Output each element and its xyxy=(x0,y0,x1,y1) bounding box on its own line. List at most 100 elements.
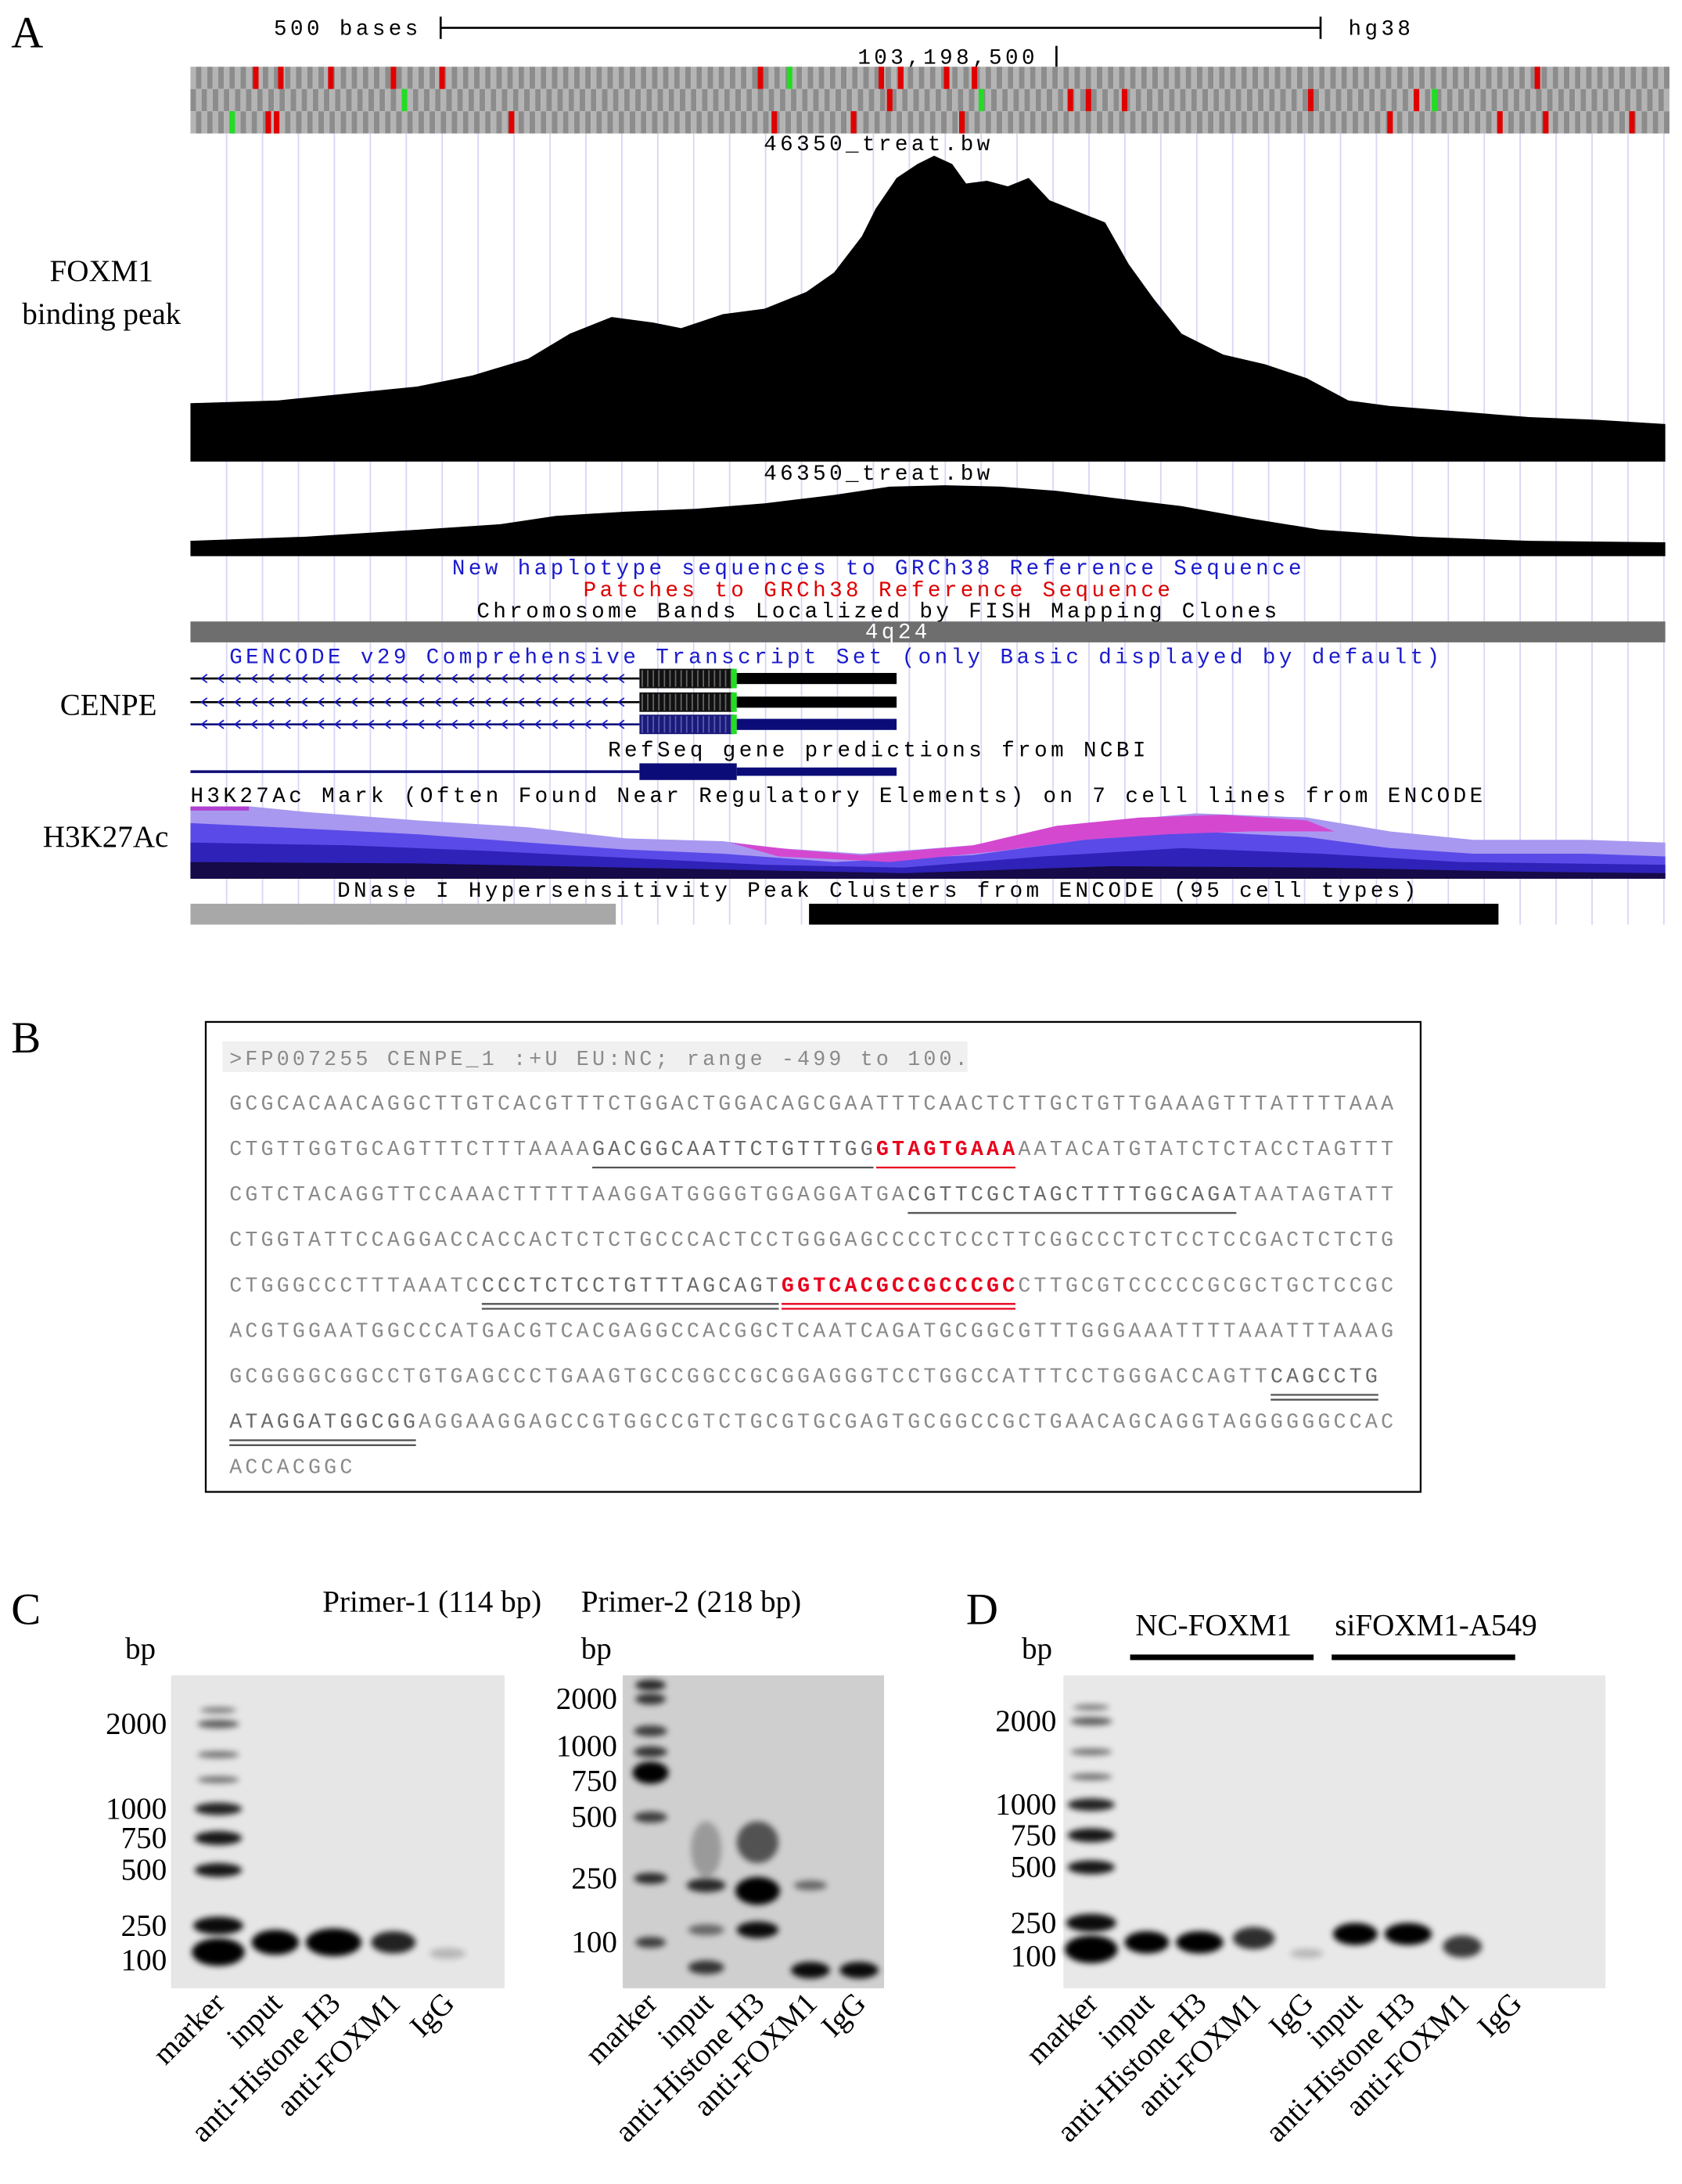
band xyxy=(793,1880,828,1891)
variant xyxy=(1534,67,1540,89)
stripe xyxy=(512,67,519,89)
stripe xyxy=(307,88,313,112)
stripe xyxy=(1541,88,1547,112)
stripe xyxy=(1380,88,1386,112)
stripe xyxy=(1402,111,1408,134)
strand-arrow xyxy=(267,719,275,729)
strand-arrow xyxy=(550,674,559,684)
stripe xyxy=(1274,67,1281,89)
stripe xyxy=(1040,111,1047,134)
sequence-segment: GACGGCAATTCTGTTTGG xyxy=(592,1139,876,1162)
stripe xyxy=(262,88,268,112)
band xyxy=(1070,1748,1112,1756)
stripe xyxy=(974,111,980,134)
stripe xyxy=(985,88,991,112)
strand-arrow xyxy=(584,719,591,729)
stripe xyxy=(351,111,358,134)
stripe xyxy=(746,88,753,112)
stripe xyxy=(1141,88,1147,112)
stripe xyxy=(997,111,1003,134)
stripe xyxy=(1525,111,1531,134)
sequence-line: GCGGGGCGGCCTGTGAGCCCTGAAGTGCCGGCCGCGGAGG… xyxy=(229,1365,1381,1389)
stripe xyxy=(691,88,697,112)
stripe xyxy=(1235,111,1242,134)
strand-arrow xyxy=(451,674,458,684)
stripe xyxy=(1063,111,1069,134)
stripe xyxy=(1491,88,1497,112)
stripe xyxy=(1263,111,1270,134)
stripe xyxy=(435,88,441,112)
stripe xyxy=(473,111,480,134)
stripe xyxy=(1602,67,1608,89)
stripe xyxy=(523,111,530,134)
stripe xyxy=(724,88,730,112)
stripe xyxy=(1263,67,1270,89)
stripe xyxy=(407,111,413,134)
stripe xyxy=(1430,67,1436,89)
stripe xyxy=(418,67,424,89)
stripe xyxy=(385,67,391,89)
band xyxy=(1073,1704,1109,1711)
stripe xyxy=(473,88,480,112)
stripe xyxy=(212,111,218,134)
h3k27ac-signal xyxy=(190,806,1666,879)
stripe xyxy=(1035,67,1041,89)
variant xyxy=(972,67,978,89)
stripe xyxy=(1280,111,1286,134)
strand-arrow xyxy=(383,674,391,684)
stripe xyxy=(1319,67,1325,89)
band xyxy=(305,1928,362,1956)
stripe xyxy=(707,88,713,112)
stripe xyxy=(1419,111,1425,134)
stripe xyxy=(791,88,797,112)
stripe xyxy=(1235,67,1242,89)
stripe xyxy=(201,88,207,112)
band xyxy=(1067,1828,1116,1843)
stripe xyxy=(1319,88,1325,112)
sequence-line: CTGGGCCCTTTAAATCCCCTCTCCTGTTTAGCAGTGGTCA… xyxy=(229,1275,1396,1298)
gel-title: Primer-2 (218 bp) xyxy=(581,1585,801,1618)
stripe xyxy=(1430,111,1436,134)
stripe xyxy=(1346,88,1353,112)
stripe xyxy=(841,67,847,89)
dnase-cluster xyxy=(809,903,1499,925)
stripe xyxy=(357,111,363,134)
stripe xyxy=(296,88,302,112)
stripe xyxy=(997,88,1003,112)
stripe xyxy=(1330,111,1336,134)
stripe xyxy=(1508,88,1514,112)
ladder-label: 500 xyxy=(1011,1851,1057,1884)
stripe xyxy=(1169,88,1175,112)
stripe xyxy=(824,111,830,134)
stripe xyxy=(1113,67,1120,89)
stripe xyxy=(1263,88,1270,112)
stripe xyxy=(958,88,964,112)
stripe xyxy=(1663,111,1669,134)
stripe xyxy=(557,67,563,89)
stripe xyxy=(718,67,724,89)
stripe xyxy=(1202,88,1209,112)
stripe xyxy=(1113,111,1120,134)
stripe xyxy=(562,67,569,89)
stripe xyxy=(779,111,785,134)
stripe xyxy=(1324,88,1331,112)
stripe xyxy=(274,88,280,112)
strand-arrow xyxy=(233,719,241,729)
band xyxy=(1067,1860,1116,1875)
stripe xyxy=(1314,88,1320,112)
stripe xyxy=(1636,67,1642,89)
stripe xyxy=(335,67,341,89)
stripe xyxy=(757,111,764,134)
strand-arrow xyxy=(401,697,408,707)
stripe xyxy=(902,88,908,112)
stripe xyxy=(541,88,547,112)
variant xyxy=(771,111,778,134)
stripe xyxy=(1241,111,1247,134)
start-codon xyxy=(731,714,737,735)
strand-arrow xyxy=(267,697,275,707)
stripe xyxy=(763,67,769,89)
stripe xyxy=(713,67,719,89)
stripe xyxy=(1096,111,1103,134)
stripe xyxy=(1280,67,1286,89)
strand-arrow xyxy=(483,697,491,707)
